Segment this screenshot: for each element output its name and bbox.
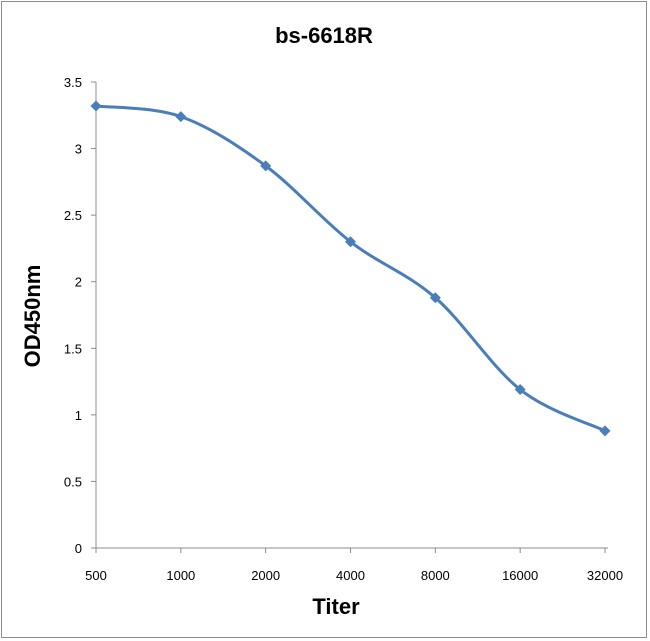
y-tick-label: 3.5 bbox=[64, 75, 82, 90]
data-point-marker bbox=[260, 160, 272, 172]
x-tick-label: 500 bbox=[85, 568, 107, 583]
series-markers bbox=[90, 100, 611, 437]
data-point-marker bbox=[175, 111, 187, 123]
y-tick-label: 0.5 bbox=[64, 474, 82, 489]
data-point-marker bbox=[345, 236, 356, 248]
y-tick-label: 1 bbox=[75, 408, 82, 423]
x-tick-label: 32000 bbox=[587, 568, 623, 583]
x-axis-title: Titer bbox=[312, 594, 360, 619]
series-line bbox=[95, 104, 606, 433]
x-tick-label: 4000 bbox=[336, 568, 365, 583]
y-tick-label: 1.5 bbox=[64, 341, 82, 356]
y-axis-title: OD450nm bbox=[20, 265, 45, 368]
data-point-marker bbox=[599, 425, 611, 437]
data-point-marker bbox=[429, 292, 441, 304]
x-ticks: 500 1000 2000 4000 8000 16000 32000 bbox=[85, 548, 623, 583]
data-point-marker bbox=[514, 384, 526, 396]
axes bbox=[95, 82, 608, 549]
y-ticks: 0 0.5 1 1.5 2 2.5 3 3.5 bbox=[64, 75, 96, 556]
y-tick-label: 2.5 bbox=[64, 208, 82, 223]
y-tick-label: 0 bbox=[75, 541, 82, 556]
y-tick-label: 3 bbox=[75, 142, 82, 157]
chart-title: bs-6618R bbox=[275, 23, 373, 48]
y-tick-label: 2 bbox=[75, 275, 82, 290]
data-point-marker bbox=[90, 100, 102, 112]
x-tick-label: 2000 bbox=[251, 568, 280, 583]
x-tick-label: 1000 bbox=[166, 568, 195, 583]
x-tick-label: 8000 bbox=[421, 568, 450, 583]
x-tick-label: 16000 bbox=[502, 568, 538, 583]
